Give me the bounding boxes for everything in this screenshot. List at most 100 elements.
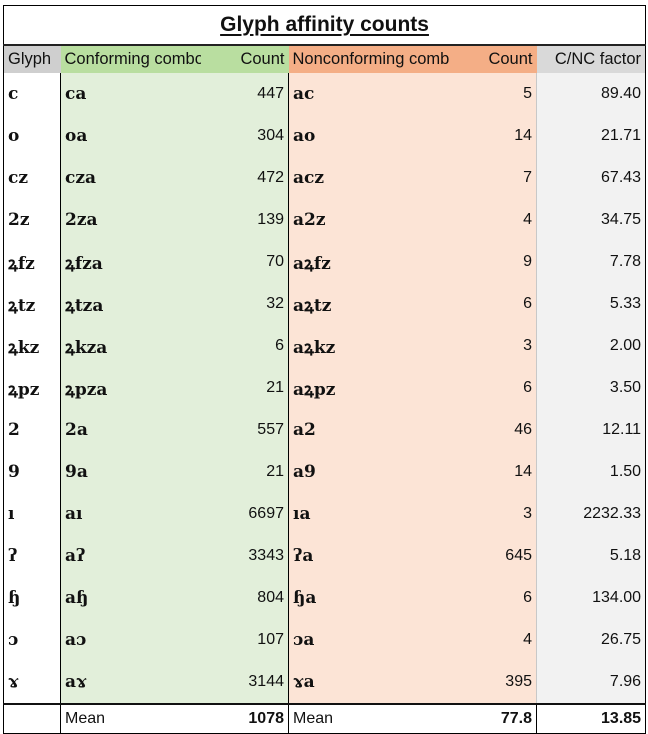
cnc-factor-cell[interactable]: 21.71 — [536, 115, 647, 157]
glyph-cell[interactable]: ꝝtz — [3, 283, 61, 325]
nonconforming-combo-cell[interactable]: a2 — [288, 409, 449, 451]
nonconforming-count-cell[interactable]: 4 — [448, 619, 537, 661]
nonconforming-count-cell[interactable]: 3 — [448, 325, 537, 367]
conforming-count-cell[interactable]: 3343 — [200, 535, 289, 577]
cnc-factor-cell[interactable]: 134.00 — [536, 577, 647, 619]
cnc-factor-mean-value[interactable]: 13.85 — [535, 703, 647, 734]
glyph-cell[interactable]: ꝝkz — [3, 325, 61, 367]
conforming-combo-cell[interactable]: aɤ — [60, 661, 201, 704]
conforming-combo-cell[interactable]: aı — [60, 493, 201, 535]
mean-glyph-cell[interactable] — [3, 703, 61, 734]
conforming-count-cell[interactable]: 107 — [200, 619, 289, 661]
glyph-cell[interactable]: 2 — [3, 409, 61, 451]
header-nonconforming-count[interactable]: Count — [448, 44, 537, 73]
glyph-cell[interactable]: 2z — [3, 199, 61, 241]
conforming-combo-cell[interactable]: aɧ — [60, 577, 201, 619]
header-conforming-combo[interactable]: Conforming combo — [60, 44, 201, 73]
nonconforming-count-cell[interactable]: 7 — [448, 157, 537, 199]
table-title-cell[interactable]: Glyph affinity counts — [2, 5, 647, 45]
conforming-mean-value[interactable]: 1078 — [200, 703, 289, 734]
cnc-factor-cell[interactable]: 89.40 — [536, 73, 647, 115]
conforming-combo-cell[interactable]: oa — [60, 115, 201, 157]
glyph-cell[interactable]: 9 — [3, 451, 61, 493]
glyph-cell[interactable]: o — [3, 115, 61, 157]
nonconforming-count-cell[interactable]: 46 — [448, 409, 537, 451]
conforming-combo-cell[interactable]: 2a — [60, 409, 201, 451]
nonconforming-count-cell[interactable]: 6 — [448, 283, 537, 325]
nonconforming-count-cell[interactable]: 5 — [448, 73, 537, 115]
nonconforming-count-cell[interactable]: 395 — [448, 661, 537, 704]
nonconforming-count-cell[interactable]: 4 — [448, 199, 537, 241]
conforming-count-cell[interactable]: 3144 — [200, 661, 289, 704]
conforming-combo-cell[interactable]: cza — [60, 157, 201, 199]
conforming-combo-cell[interactable]: 2za — [60, 199, 201, 241]
cnc-factor-cell[interactable]: 3.50 — [536, 367, 647, 409]
nonconforming-count-cell[interactable]: 14 — [448, 115, 537, 157]
nonconforming-combo-cell[interactable]: ɤa — [288, 661, 449, 704]
glyph-cell[interactable]: ɔ — [3, 619, 61, 661]
nonconforming-combo-cell[interactable]: ıa — [288, 493, 449, 535]
nonconforming-count-cell[interactable]: 645 — [448, 535, 537, 577]
conforming-count-cell[interactable]: 447 — [200, 73, 289, 115]
conforming-combo-cell[interactable]: ꝝfza — [60, 241, 201, 283]
conforming-count-cell[interactable]: 804 — [200, 577, 289, 619]
nonconforming-combo-cell[interactable]: aꝝkz — [288, 325, 449, 367]
conforming-count-cell[interactable]: 70 — [200, 241, 289, 283]
header-conforming-count[interactable]: Count — [200, 44, 289, 73]
header-cnc-factor[interactable]: C/NC factor — [536, 44, 647, 73]
conforming-combo-cell[interactable]: ꝝtza — [60, 283, 201, 325]
glyph-cell[interactable]: ı — [3, 493, 61, 535]
conforming-count-cell[interactable]: 472 — [200, 157, 289, 199]
nonconforming-combo-cell[interactable]: aꝝfz — [288, 241, 449, 283]
nonconforming-count-cell[interactable]: 14 — [448, 451, 537, 493]
cnc-factor-cell[interactable]: 2.00 — [536, 325, 647, 367]
header-glyph[interactable]: Glyph — [3, 44, 61, 73]
conforming-combo-cell[interactable]: ꝝkza — [60, 325, 201, 367]
glyph-cell[interactable]: ɤ — [3, 661, 61, 704]
cnc-factor-cell[interactable]: 7.96 — [536, 661, 647, 704]
cnc-factor-cell[interactable]: 2232.33 — [536, 493, 647, 535]
glyph-cell[interactable]: ꝝfz — [3, 241, 61, 283]
conforming-combo-cell[interactable]: aɔ — [60, 619, 201, 661]
nonconforming-count-cell[interactable]: 9 — [448, 241, 537, 283]
cnc-factor-cell[interactable]: 7.78 — [536, 241, 647, 283]
cnc-factor-cell[interactable]: 5.18 — [536, 535, 647, 577]
conforming-combo-cell[interactable]: ca — [60, 73, 201, 115]
nonconforming-count-cell[interactable]: 6 — [448, 367, 537, 409]
cnc-factor-cell[interactable]: 5.33 — [536, 283, 647, 325]
nonconforming-count-cell[interactable]: 3 — [448, 493, 537, 535]
conforming-count-cell[interactable]: 139 — [200, 199, 289, 241]
cnc-factor-cell[interactable]: 34.75 — [536, 199, 647, 241]
nonconforming-combo-cell[interactable]: ʔa — [288, 535, 449, 577]
conforming-count-cell[interactable]: 21 — [200, 367, 289, 409]
cnc-factor-cell[interactable]: 12.11 — [536, 409, 647, 451]
nonconforming-combo-cell[interactable]: ao — [288, 115, 449, 157]
glyph-cell[interactable]: ɧ — [3, 577, 61, 619]
nonconforming-combo-cell[interactable]: aꝝtz — [288, 283, 449, 325]
nonconforming-combo-cell[interactable]: ac — [288, 73, 449, 115]
nonconforming-count-cell[interactable]: 6 — [448, 577, 537, 619]
glyph-cell[interactable]: cz — [3, 157, 61, 199]
cnc-factor-cell[interactable]: 1.50 — [536, 451, 647, 493]
glyph-cell[interactable]: ʔ — [3, 535, 61, 577]
nonconforming-combo-cell[interactable]: a9 — [288, 451, 449, 493]
conforming-mean-label[interactable]: Mean — [60, 703, 201, 734]
header-nonconforming-combo[interactable]: Nonconforming combo — [288, 44, 449, 73]
conforming-count-cell[interactable]: 304 — [200, 115, 289, 157]
nonconforming-combo-cell[interactable]: aꝝpz — [288, 367, 449, 409]
nonconforming-combo-cell[interactable]: a2z — [288, 199, 449, 241]
conforming-count-cell[interactable]: 6 — [200, 325, 289, 367]
conforming-count-cell[interactable]: 21 — [200, 451, 289, 493]
conforming-count-cell[interactable]: 6697 — [200, 493, 289, 535]
nonconforming-mean-label[interactable]: Mean — [288, 703, 449, 734]
nonconforming-combo-cell[interactable]: ɔa — [288, 619, 449, 661]
conforming-combo-cell[interactable]: ꝝpza — [60, 367, 201, 409]
glyph-cell[interactable]: ꝝpz — [3, 367, 61, 409]
conforming-combo-cell[interactable]: aʔ — [60, 535, 201, 577]
conforming-combo-cell[interactable]: 9a — [60, 451, 201, 493]
nonconforming-combo-cell[interactable]: acz — [288, 157, 449, 199]
nonconforming-mean-value[interactable]: 77.8 — [448, 703, 537, 734]
nonconforming-combo-cell[interactable]: ɧa — [288, 577, 449, 619]
conforming-count-cell[interactable]: 32 — [200, 283, 289, 325]
cnc-factor-cell[interactable]: 67.43 — [536, 157, 647, 199]
